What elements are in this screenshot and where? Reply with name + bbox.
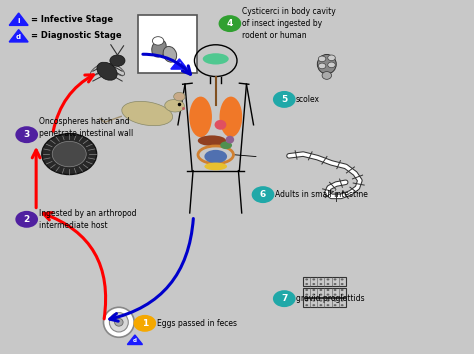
- Circle shape: [334, 289, 337, 291]
- Circle shape: [327, 289, 329, 291]
- Circle shape: [305, 299, 308, 302]
- Text: Adults in small intestine: Adults in small intestine: [275, 190, 368, 199]
- Text: Oncospheres hatch and
penetrate intestinal wall: Oncospheres hatch and penetrate intestin…: [38, 117, 133, 138]
- Circle shape: [305, 289, 308, 291]
- Ellipse shape: [226, 136, 234, 143]
- FancyBboxPatch shape: [303, 288, 346, 297]
- Ellipse shape: [322, 72, 331, 79]
- Circle shape: [341, 289, 344, 291]
- Circle shape: [312, 283, 315, 285]
- Circle shape: [312, 304, 315, 306]
- Circle shape: [153, 37, 164, 45]
- Circle shape: [341, 299, 344, 302]
- Circle shape: [273, 290, 296, 307]
- Ellipse shape: [152, 40, 166, 57]
- Circle shape: [110, 55, 125, 66]
- Ellipse shape: [163, 46, 177, 62]
- Circle shape: [334, 299, 337, 302]
- Circle shape: [273, 91, 296, 108]
- Circle shape: [252, 186, 274, 203]
- Circle shape: [319, 289, 322, 291]
- Circle shape: [219, 15, 241, 32]
- Circle shape: [327, 304, 329, 306]
- Circle shape: [328, 62, 335, 68]
- Circle shape: [327, 299, 329, 302]
- Circle shape: [334, 293, 337, 296]
- FancyBboxPatch shape: [303, 298, 346, 308]
- Circle shape: [341, 283, 344, 285]
- Ellipse shape: [220, 141, 232, 149]
- FancyBboxPatch shape: [303, 277, 346, 286]
- Circle shape: [173, 92, 185, 101]
- Text: 5: 5: [281, 95, 287, 104]
- Text: 3: 3: [24, 130, 30, 139]
- Circle shape: [334, 278, 337, 280]
- Polygon shape: [9, 30, 28, 42]
- Circle shape: [305, 304, 308, 306]
- Text: 4: 4: [227, 19, 233, 28]
- Ellipse shape: [97, 62, 117, 80]
- Text: d: d: [133, 338, 137, 343]
- Ellipse shape: [219, 97, 242, 137]
- Text: 2: 2: [24, 215, 30, 224]
- Circle shape: [319, 304, 322, 306]
- Circle shape: [334, 283, 337, 285]
- Polygon shape: [9, 13, 28, 25]
- Circle shape: [305, 278, 308, 280]
- Ellipse shape: [109, 313, 128, 332]
- Circle shape: [334, 304, 337, 306]
- Circle shape: [341, 293, 344, 296]
- Circle shape: [319, 283, 322, 285]
- Text: d: d: [16, 34, 21, 40]
- Ellipse shape: [215, 120, 227, 130]
- FancyBboxPatch shape: [138, 15, 197, 73]
- Circle shape: [312, 299, 315, 302]
- Text: Ingested by an arthropod
intermediate host: Ingested by an arthropod intermediate ho…: [38, 209, 136, 230]
- Circle shape: [312, 289, 315, 291]
- Circle shape: [305, 283, 308, 285]
- Ellipse shape: [204, 150, 227, 163]
- Circle shape: [327, 278, 329, 280]
- Ellipse shape: [165, 99, 184, 112]
- Circle shape: [305, 293, 308, 296]
- Circle shape: [327, 293, 329, 296]
- Text: scolex: scolex: [296, 95, 320, 104]
- Circle shape: [319, 278, 322, 280]
- Circle shape: [319, 299, 322, 302]
- Text: i: i: [18, 18, 20, 24]
- Circle shape: [327, 283, 329, 285]
- Ellipse shape: [115, 318, 123, 326]
- Circle shape: [318, 63, 326, 69]
- Text: 1: 1: [142, 319, 148, 328]
- Circle shape: [341, 304, 344, 306]
- Text: = Infective Stage: = Infective Stage: [31, 15, 114, 24]
- Circle shape: [52, 141, 86, 167]
- Circle shape: [312, 293, 315, 296]
- Circle shape: [318, 56, 326, 62]
- Circle shape: [312, 278, 315, 280]
- Circle shape: [341, 278, 344, 280]
- Circle shape: [319, 293, 322, 296]
- Text: Eggs passed in feces: Eggs passed in feces: [156, 319, 237, 328]
- Text: gravid proglottids: gravid proglottids: [296, 294, 365, 303]
- Polygon shape: [171, 59, 187, 69]
- Text: i: i: [178, 62, 180, 67]
- Circle shape: [42, 133, 97, 175]
- Circle shape: [15, 211, 38, 228]
- Ellipse shape: [204, 162, 227, 170]
- Text: = Diagnostic Stage: = Diagnostic Stage: [31, 32, 122, 40]
- Circle shape: [134, 315, 156, 332]
- Ellipse shape: [189, 97, 212, 137]
- Ellipse shape: [318, 55, 336, 74]
- Text: 6: 6: [260, 190, 266, 199]
- Ellipse shape: [203, 53, 229, 64]
- Text: Cysticerci in body cavity
of insect ingested by
rodent or human: Cysticerci in body cavity of insect inge…: [242, 7, 336, 40]
- Circle shape: [15, 126, 38, 143]
- Polygon shape: [128, 335, 143, 344]
- Circle shape: [328, 55, 335, 61]
- Ellipse shape: [198, 135, 226, 146]
- Ellipse shape: [103, 307, 134, 337]
- Text: 7: 7: [281, 294, 287, 303]
- Ellipse shape: [122, 101, 173, 126]
